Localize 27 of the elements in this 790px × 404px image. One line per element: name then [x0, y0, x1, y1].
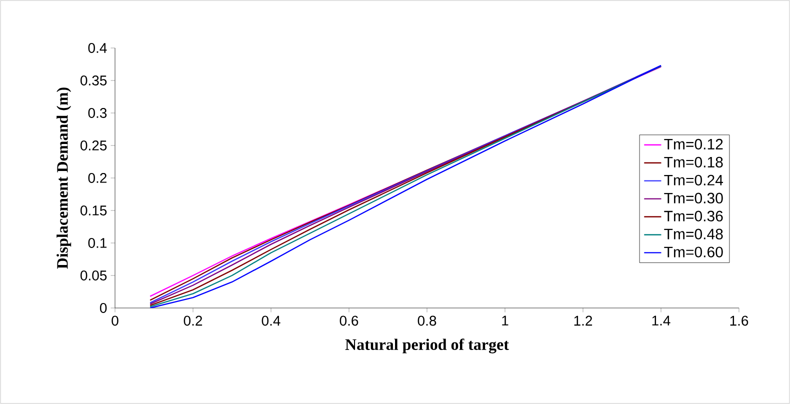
y-tick-label: 0.3 — [88, 108, 107, 118]
y-tick-label: 0.25 — [80, 140, 107, 150]
x-tick-label: 0.8 — [418, 316, 436, 326]
y-axis-title: Displacement Demand (m) — [56, 88, 72, 269]
x-tick-label: 0 — [112, 316, 118, 326]
x-tick-label: 0.4 — [262, 316, 280, 326]
y-tick-label: 0.35 — [80, 76, 107, 86]
legend-label: Tm=0.36 — [664, 210, 723, 222]
legend-label: Tm=0.12 — [664, 138, 723, 150]
x-tick-label: 0.6 — [340, 316, 358, 326]
x-tick-label: 1.4 — [652, 316, 670, 326]
legend-label: Tm=0.24 — [664, 174, 723, 186]
legend-label: Tm=0.30 — [664, 192, 723, 204]
y-tick-label: 0.1 — [88, 238, 107, 248]
x-tick-label: 0.2 — [184, 316, 202, 326]
y-tick-label: 0.2 — [88, 173, 107, 183]
y-tick-label: 0.15 — [80, 206, 107, 216]
x-tick-label: 1.6 — [730, 316, 748, 326]
x-tick-label: 1.2 — [574, 316, 592, 326]
y-tick-label: 0.05 — [80, 270, 107, 280]
legend-label: Tm=0.18 — [664, 156, 723, 168]
legend-label: Tm=0.60 — [664, 246, 723, 258]
y-tick-label: 0 — [100, 303, 107, 313]
y-tick-label: 0.4 — [88, 43, 107, 53]
x-axis-title: Natural period of target — [345, 338, 509, 354]
legend-label: Tm=0.48 — [664, 228, 723, 240]
x-tick-label: 1 — [502, 316, 508, 326]
